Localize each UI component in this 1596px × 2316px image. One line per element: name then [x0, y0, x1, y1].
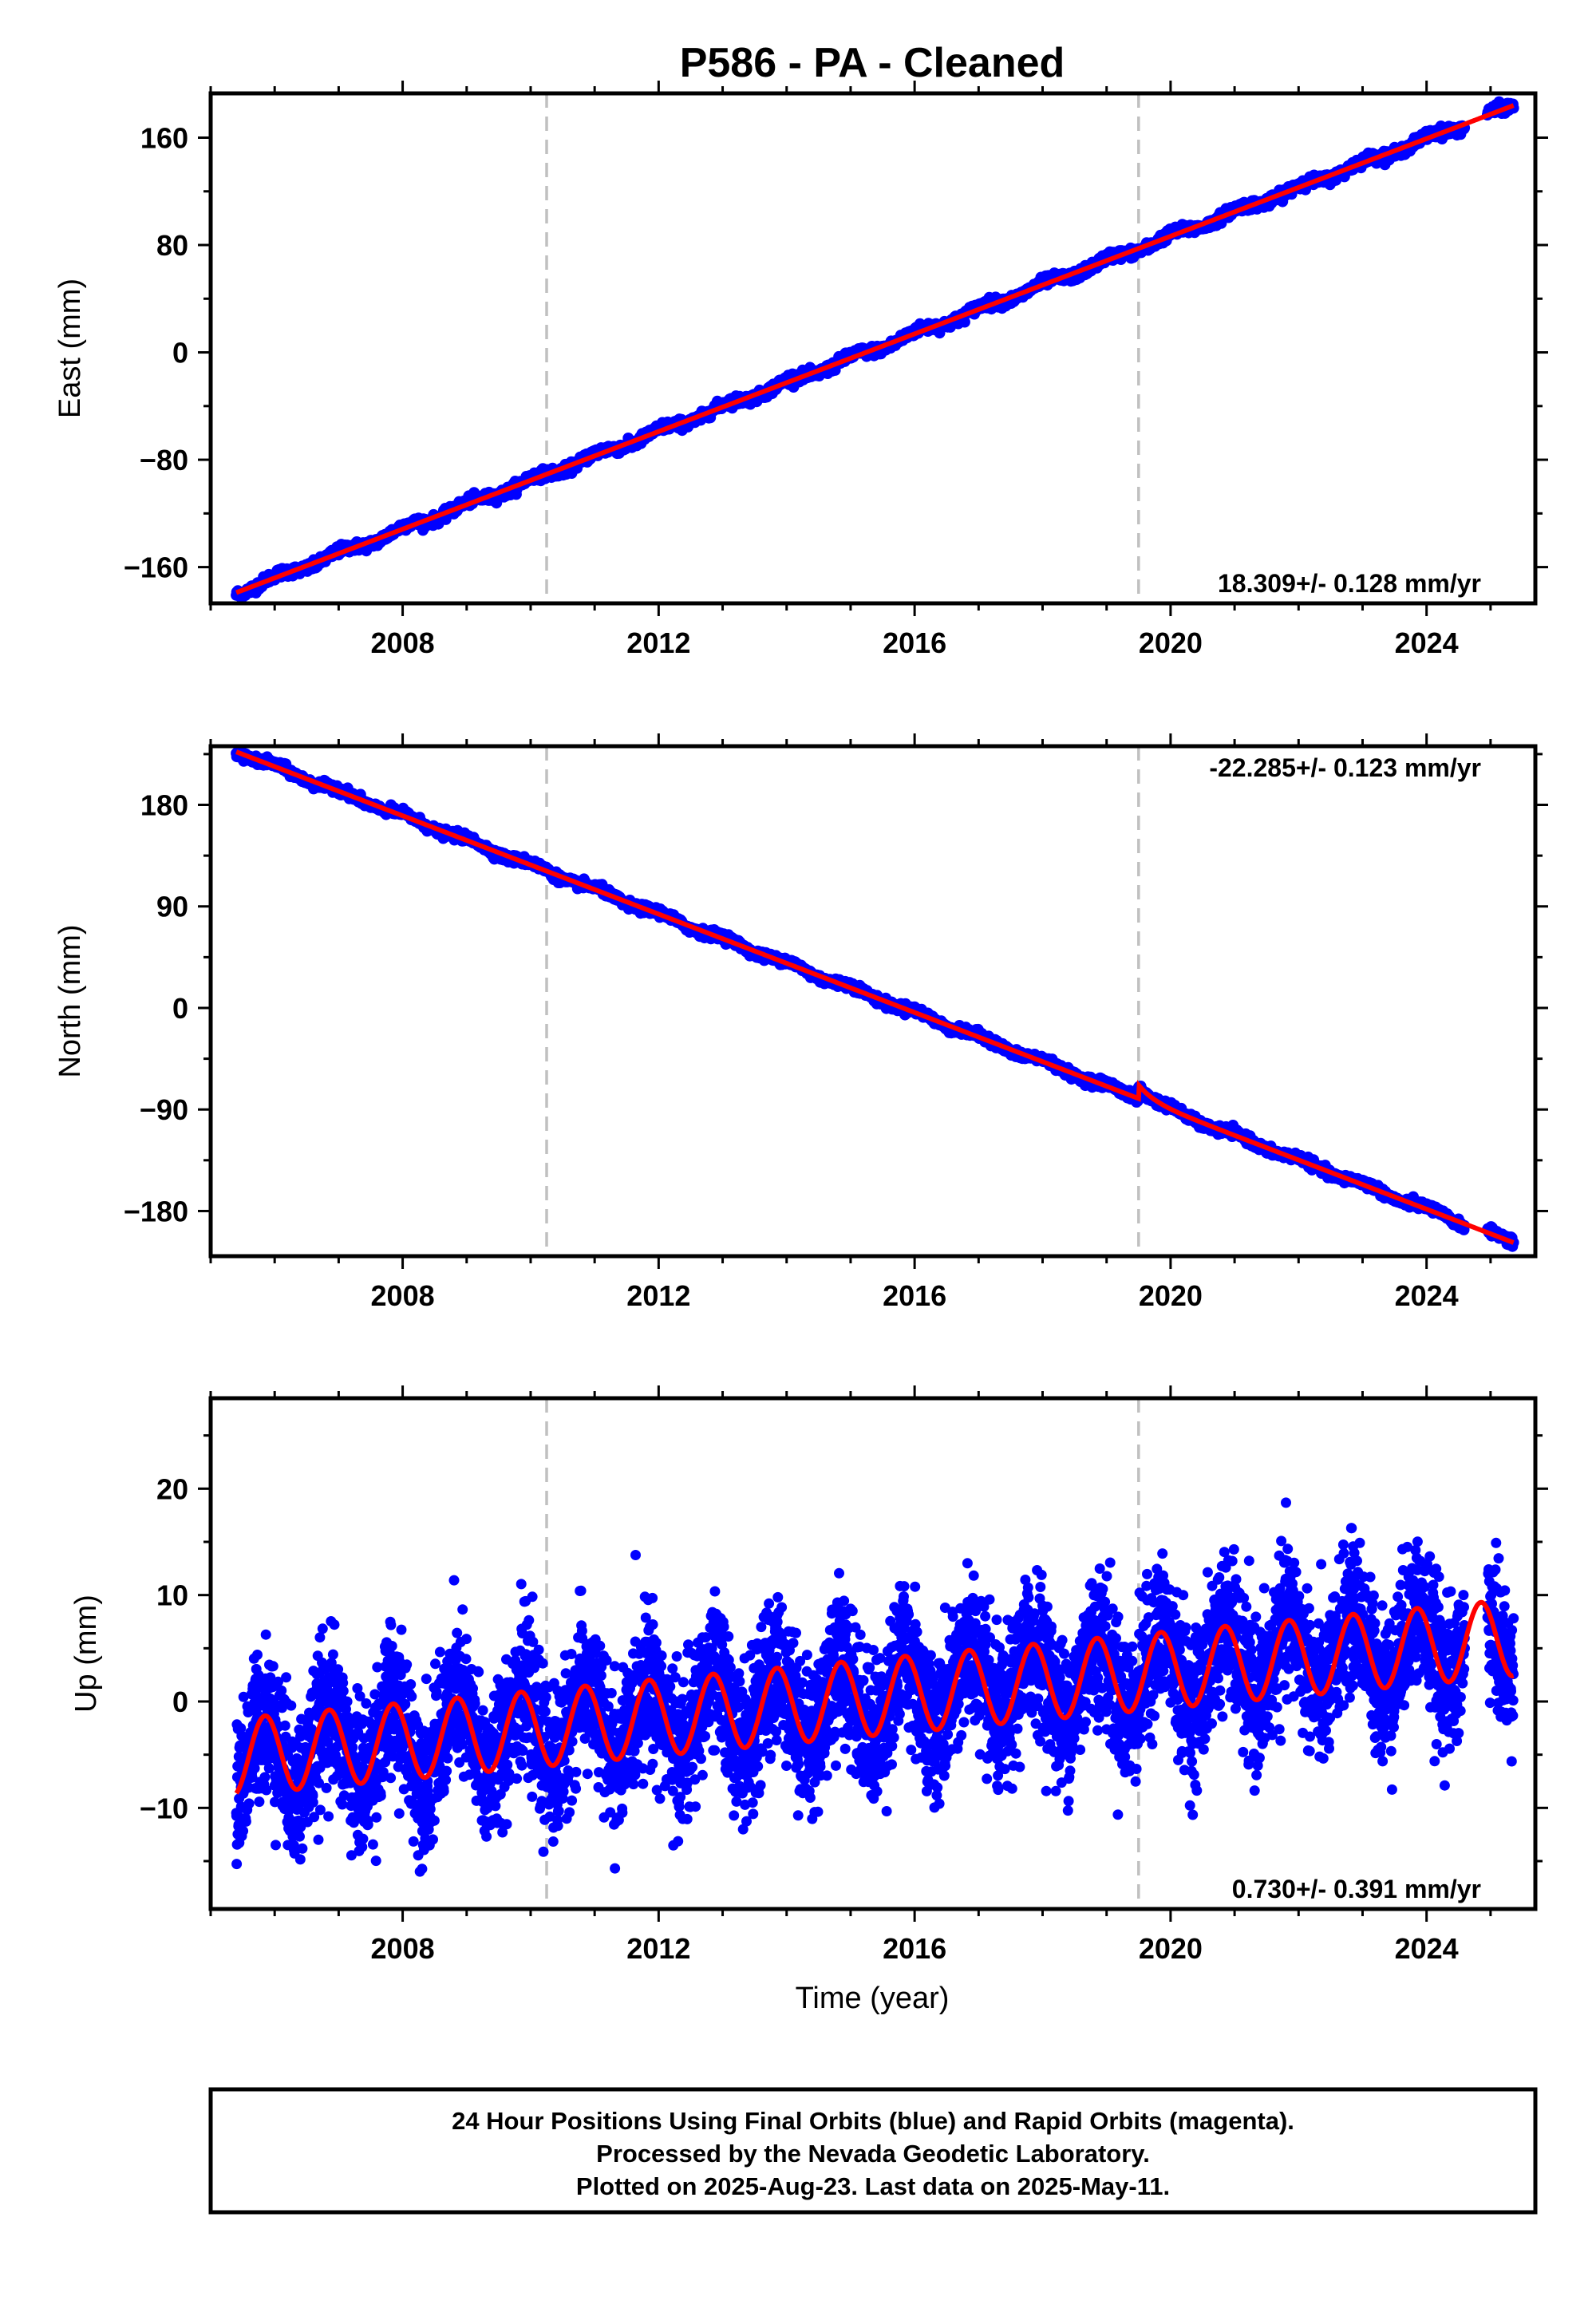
y-tick-label: 180 — [140, 789, 188, 822]
x-tick-label: 2008 — [371, 1279, 435, 1312]
x-tick-label: 2012 — [626, 1279, 690, 1312]
data-point — [254, 1796, 265, 1808]
y-tick-label: 160 — [140, 121, 188, 154]
panels: 2008 2012 2016 2020 2024 160 80 0 −80 −160 East (m… — [53, 81, 1548, 1965]
data-point — [240, 1816, 251, 1827]
x-tick-label: 2016 — [883, 626, 946, 659]
x-tick-label: 2020 — [1139, 1279, 1203, 1312]
x-tick-label: 2008 — [371, 626, 435, 659]
panel-east: 2008 2012 2016 2020 2024 160 80 0 −80 −160 East (m… — [53, 81, 1548, 659]
y-tick-label: 80 — [156, 229, 188, 262]
x-tick-label: 2020 — [1139, 626, 1203, 659]
x-tick-label: 2016 — [883, 1279, 946, 1312]
y-tick-label: −80 — [140, 444, 188, 476]
data-point — [958, 316, 970, 328]
rate-label-north: -22.285+/- 0.123 mm/yr — [1209, 753, 1481, 782]
fit-curve-north — [235, 749, 1515, 1245]
y-axis-label-north: North (mm) — [53, 924, 87, 1077]
figure-title: P586 - PA - Cleaned — [680, 40, 1065, 86]
x-tick-label: 2024 — [1395, 626, 1459, 659]
fit-curve-east — [235, 103, 1515, 595]
data-point — [252, 1650, 263, 1660]
y-tick-label: 0 — [172, 992, 188, 1025]
panel-north: 2008 2012 2016 2020 2024 180 90 0 −90 −180 North (… — [53, 733, 1548, 1312]
data-point — [243, 1798, 255, 1809]
data-point — [238, 1825, 249, 1836]
y-tick-label: 90 — [156, 891, 188, 923]
data-point — [231, 1859, 243, 1870]
rate-label-east: 18.309+/- 0.128 mm/yr — [1218, 569, 1481, 598]
y-tick-label: −180 — [124, 1195, 188, 1227]
y-tick-label: −160 — [124, 551, 188, 584]
y-tick-label: 0 — [172, 337, 188, 370]
x-tick-label: 2012 — [626, 626, 690, 659]
plot-frame-east — [208, 91, 1538, 606]
y-tick-label: −90 — [140, 1093, 188, 1126]
y-axis-label-east: East (mm) — [53, 279, 87, 418]
x-tick-label: 2024 — [1395, 1279, 1459, 1312]
